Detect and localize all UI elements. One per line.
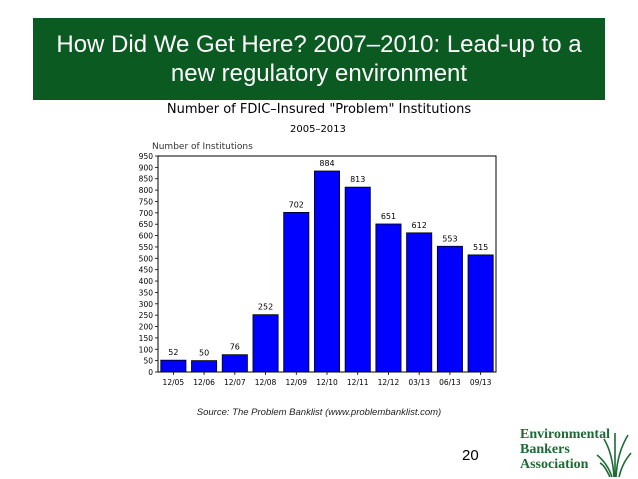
y-tick-label: 700 — [139, 209, 154, 218]
y-tick-label: 800 — [139, 186, 154, 195]
bar — [314, 170, 340, 373]
y-axis-label: Number of Institutions — [152, 142, 253, 152]
y-tick-label: 900 — [139, 163, 154, 172]
bar — [344, 186, 371, 373]
y-tick-label: 400 — [139, 277, 154, 286]
logo-text: Environmental Bankers Association — [520, 427, 610, 472]
data-label: 651 — [381, 212, 396, 221]
x-tick-label: 06/13 — [439, 378, 461, 387]
x-tick-label: 12/07 — [224, 378, 246, 387]
bar — [252, 314, 279, 373]
chart-title: Number of FDIC–Insured "Problem" Institu… — [166, 102, 472, 117]
y-tick-label: 0 — [148, 368, 153, 377]
logo-line-1: Environmental — [520, 427, 610, 442]
bar — [436, 245, 463, 373]
slide-title-banner: How Did We Get Here? 2007–2010: Lead-up … — [33, 18, 605, 100]
y-tick-label: 150 — [139, 334, 154, 343]
data-label: 76 — [230, 343, 240, 352]
y-tick-label: 50 — [143, 357, 153, 366]
x-tick-label: 12/09 — [285, 378, 307, 387]
x-tick-label: 12/11 — [347, 378, 369, 387]
source-note: Source: The Problem Banklist (www.proble… — [196, 407, 442, 418]
data-label: 252 — [258, 303, 273, 312]
x-tick-label: 09/13 — [470, 378, 492, 387]
data-label: 50 — [199, 349, 209, 358]
y-tick-label: 850 — [139, 175, 154, 184]
bar — [160, 359, 187, 373]
y-tick-label: 650 — [139, 220, 154, 229]
data-label: 52 — [168, 348, 178, 357]
data-label: 612 — [412, 221, 427, 230]
y-tick-label: 250 — [139, 311, 154, 320]
x-tick-label: 03/13 — [408, 378, 430, 387]
x-tick-label: 12/08 — [255, 378, 277, 387]
y-tick-label: 200 — [139, 323, 154, 332]
bar — [191, 360, 218, 373]
logo-line-3: Association — [520, 457, 589, 472]
grass-icon — [596, 433, 632, 477]
y-tick-label: 350 — [139, 288, 154, 297]
y-tick-label: 500 — [139, 254, 154, 263]
y-tick-label: 750 — [139, 197, 154, 206]
x-tick-label: 12/05 — [163, 378, 185, 387]
x-tick-label: 12/06 — [193, 378, 215, 387]
slide-title: How Did We Get Here? 2007–2010: Lead-up … — [56, 31, 582, 87]
y-tick-label: 450 — [139, 266, 154, 275]
bar — [221, 354, 248, 373]
data-label: 702 — [289, 200, 304, 209]
eba-logo: Environmental Bankers Association — [520, 427, 632, 477]
bar — [283, 211, 310, 373]
bar — [406, 232, 433, 373]
x-tick-label: 12/10 — [316, 378, 338, 387]
bar — [467, 254, 494, 373]
x-tick-label: 12/12 — [378, 378, 400, 387]
data-label: 553 — [442, 234, 457, 243]
logo-line-2: Bankers — [520, 442, 570, 457]
data-label: 515 — [473, 243, 488, 252]
y-tick-label: 600 — [139, 232, 154, 241]
data-label: 813 — [350, 175, 365, 184]
bar — [375, 223, 402, 373]
y-tick-label: 100 — [139, 345, 154, 354]
page-number: 20 — [462, 447, 479, 464]
y-tick-label: 950 — [139, 152, 154, 161]
chart-subtitle: 2005–2013 — [290, 124, 346, 135]
data-label: 884 — [319, 159, 334, 168]
y-tick-label: 300 — [139, 300, 154, 309]
y-tick-label: 550 — [139, 243, 154, 252]
